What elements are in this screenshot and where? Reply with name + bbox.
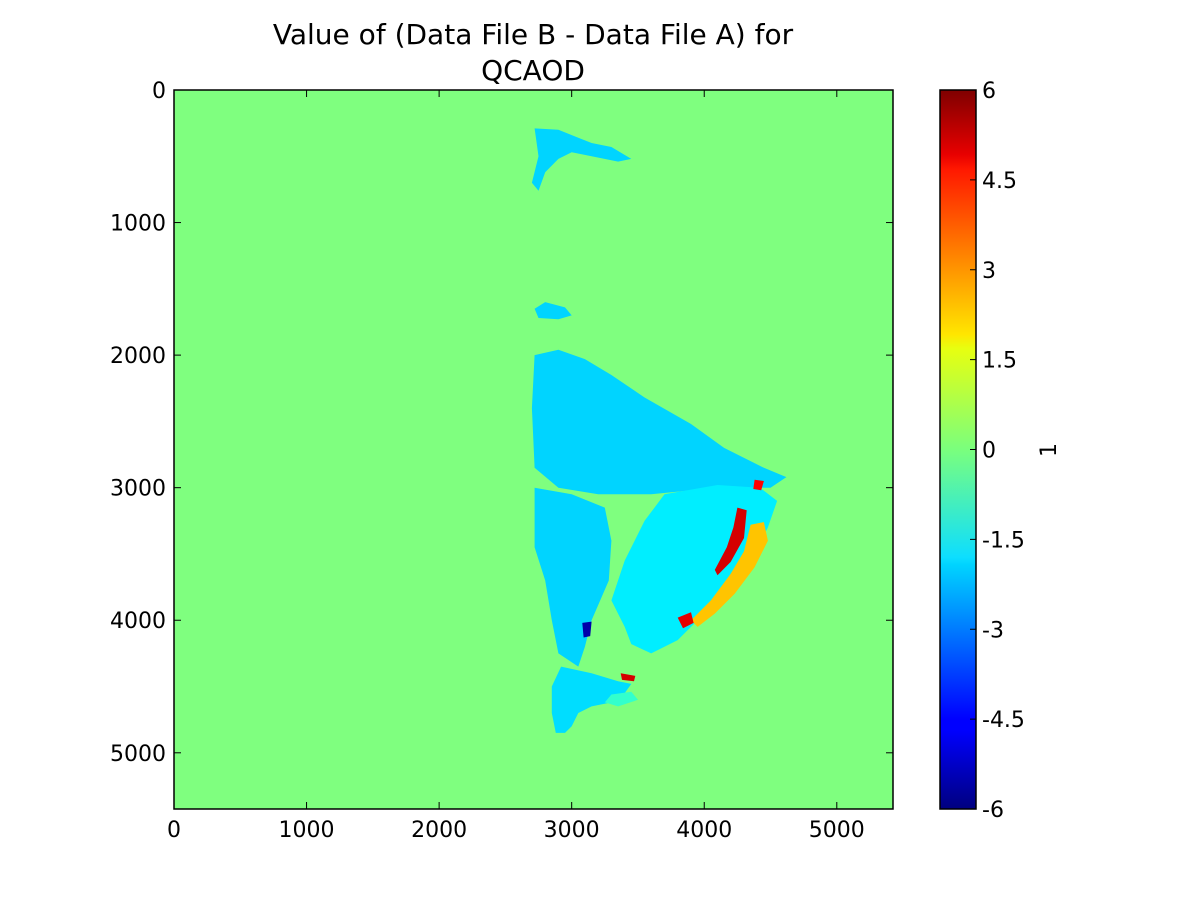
heatmap-region-northeast-hot — [753, 479, 764, 491]
heatmap-region-southern-cone — [551, 666, 632, 733]
x-tick-label: 5000 — [809, 818, 865, 843]
colorbar-tick-label: 6 — [982, 79, 996, 104]
plot-area — [173, 89, 894, 810]
heatmap-region-east-coast-positive — [691, 522, 768, 627]
plot-frame — [173, 89, 894, 810]
plot-background — [174, 90, 893, 809]
x-tick-label: 1000 — [279, 818, 335, 843]
colorbar-tick-label: 1.5 — [982, 349, 1017, 374]
colorbar-tick-label: -6 — [982, 798, 1004, 823]
y-tick-label: 3000 — [110, 477, 166, 502]
x-tick-label: 0 — [167, 818, 181, 843]
heatmap-region-south-hot — [677, 612, 694, 629]
colorbar: 6 4.5 3 1.5 0 -1.5 -3 -4.5 -6 1 — [939, 79, 1062, 823]
y-tick-label: 0 — [152, 79, 166, 104]
heatmap-region-patagonia-hot — [620, 673, 636, 682]
colorbar-tick-label: -1.5 — [982, 528, 1025, 553]
x-tick-label: 4000 — [676, 818, 732, 843]
x-tick-label: 3000 — [544, 818, 600, 843]
y-tick-label: 2000 — [110, 344, 166, 369]
chart-title-line2: QCAOD — [481, 54, 585, 87]
y-axis: 0 1000 2000 3000 4000 5000 — [110, 79, 893, 767]
y-tick-label: 5000 — [110, 742, 166, 767]
x-axis: 0 1000 2000 3000 4000 5000 — [167, 90, 865, 843]
colorbar-label: 1 — [1037, 443, 1062, 457]
colorbar-tick-label: -4.5 — [982, 708, 1025, 733]
y-tick-label: 4000 — [110, 609, 166, 634]
heatmap-region-northern-south-america — [531, 349, 787, 495]
colorbar-tick-label: -3 — [982, 618, 1004, 643]
x-tick-label: 2000 — [411, 818, 467, 843]
colorbar-tick-label: 4.5 — [982, 169, 1017, 194]
y-tick-label: 1000 — [110, 212, 166, 237]
heatmap-region-caribbean-strip — [534, 302, 572, 320]
colorbar-ticks: 6 4.5 3 1.5 0 -1.5 -3 -4.5 -6 — [970, 79, 1025, 823]
heatmap-region-pampas — [604, 691, 638, 707]
heatmap-region-central-america-north — [531, 128, 632, 191]
colorbar-tick-label: 3 — [982, 259, 996, 284]
colorbar-tick-label: 0 — [982, 439, 996, 464]
heatmap-region-andes-dark — [582, 621, 592, 638]
heatmap-region-east-coast-hot — [714, 507, 747, 576]
heatmap-region-western-andes — [534, 487, 612, 667]
heatmap-regions — [531, 128, 787, 733]
chart-title-line1: Value of (Data File B - Data File A) for — [273, 18, 794, 51]
